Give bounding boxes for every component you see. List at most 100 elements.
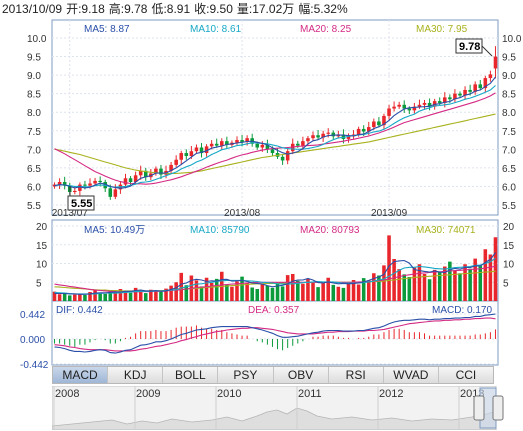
candle-body [143, 170, 148, 178]
volume-bar [214, 278, 219, 301]
candle-body [448, 97, 452, 100]
volume-bar [443, 266, 447, 301]
volume-bar [432, 269, 437, 301]
candle-body [78, 184, 82, 191]
navigator-right-handle[interactable] [492, 395, 504, 421]
candle-body [123, 178, 128, 185]
volume-bar [372, 273, 376, 301]
candle-body [255, 143, 260, 148]
volume-bar [159, 292, 163, 301]
candle-body [83, 184, 87, 186]
quote-header: 2013/10/09 开:9.18 高:9.78 低:8.91 收:9.50 量:17.0… [2, 1, 352, 17]
quote-change: 幅:5.32% [298, 2, 348, 16]
candle-body [260, 144, 265, 148]
candle-body [377, 121, 381, 126]
tab-rsi[interactable]: RSI [329, 367, 384, 383]
price-tick-right: 9.5 [502, 53, 516, 64]
volume-bar [199, 286, 204, 301]
volume-bar [260, 284, 265, 301]
price-x-label: 2013/08 [224, 208, 261, 219]
volume-bar [483, 249, 488, 301]
candle-body [199, 147, 204, 154]
tab-cci[interactable]: CCI [455, 368, 477, 382]
candle-body [57, 181, 62, 185]
volume-bar [143, 293, 148, 301]
candle-body [316, 135, 320, 138]
candle-body [270, 149, 275, 154]
volume-bar [230, 286, 234, 301]
volume-bar [422, 274, 427, 301]
timeline-navigator[interactable]: 2008 2009 2010 2011 2012 2013 [52, 386, 522, 430]
volume-bar [412, 267, 417, 301]
high-callout: 9.78 [455, 38, 493, 57]
ma20-line [54, 92, 496, 185]
volume-bar [285, 275, 290, 301]
volume-bar [316, 287, 320, 301]
tab-wvad[interactable]: WVAD [384, 367, 439, 383]
navigator-year-label: 2011 [298, 388, 322, 400]
volume-bar [78, 293, 82, 301]
volume-bar [164, 288, 168, 301]
volume-tick-right: 5 [503, 278, 509, 289]
volume-bar [417, 264, 422, 301]
tab-kdj[interactable]: KDJ [108, 367, 164, 383]
volume-bar [473, 258, 477, 301]
volume-bar [488, 254, 493, 301]
volume-bar [57, 294, 62, 301]
candle-body [280, 156, 285, 161]
candle-body [306, 138, 310, 142]
indicator-tabs[interactable]: MACD KDJ BOLL PSY OBV RSI WVAD CCI [52, 366, 494, 384]
tab-psy[interactable]: PSY [218, 367, 274, 383]
volume-bar [280, 286, 285, 301]
macd-tick: -0.442 [20, 360, 49, 371]
volume-bar [427, 279, 432, 301]
navigator-year-label: 2010 [217, 388, 241, 400]
candle-body [301, 141, 305, 146]
candle-body [311, 135, 315, 139]
volume-bar [377, 275, 381, 301]
candle-body [179, 153, 184, 160]
high-label: 9.78 [459, 41, 480, 53]
ma10-line [54, 85, 496, 188]
price-tick-right: 6.0 [502, 182, 516, 193]
price-tick-right: 5.5 [502, 201, 516, 212]
candle-body [412, 106, 417, 111]
volume-bar [52, 291, 57, 301]
price-tick-left: 7.0 [27, 145, 41, 156]
volume-bar [366, 280, 371, 301]
volume-bar [275, 283, 280, 301]
candle-body [321, 133, 325, 138]
candle-body [392, 106, 396, 109]
volume-bar [113, 292, 118, 301]
volume-bar [458, 273, 462, 301]
ma5-line [54, 76, 496, 189]
volume-bar [103, 293, 107, 301]
candle-body [443, 97, 447, 103]
low-callout: 5.55 [67, 186, 95, 211]
macd-tick: 0.442 [20, 310, 45, 321]
volume-tick-right: 20 [503, 222, 515, 233]
price-tick-right: 7.0 [502, 145, 516, 156]
candle-body [458, 93, 462, 96]
candle-body [326, 132, 330, 134]
price-tick-left: 9.5 [27, 53, 41, 64]
candle-body [473, 84, 477, 92]
volume-bar [296, 280, 300, 301]
tab-boll[interactable]: BOLL [163, 367, 219, 383]
navigator-year-label: 2008 [55, 388, 79, 400]
navigator-year-label: 2012 [379, 388, 403, 400]
vol-legend-ma30: MA30: 74071 [416, 225, 476, 236]
navigator-left-handle[interactable] [473, 395, 485, 421]
candle-body [285, 151, 290, 161]
stock-chart[interactable]: 10.0 10.0 9.5 9.5 9.0 9.0 8.5 8.5 8.0 8.0 7.5 7.5 7.… [0, 0, 523, 386]
volume-bar [118, 289, 123, 301]
price-tick-left: 9.0 [27, 71, 41, 82]
candle-body [225, 141, 229, 145]
candle-body [128, 178, 133, 182]
candle-body [387, 108, 391, 116]
legend-ma10: MA10: 8.61 [190, 24, 242, 35]
tab-obv[interactable]: OBV [274, 367, 329, 383]
tab-macd[interactable]: MACD [53, 367, 109, 383]
volume-bar [154, 290, 158, 301]
macd-legend-dif: DIF: 0.442 [56, 305, 103, 316]
